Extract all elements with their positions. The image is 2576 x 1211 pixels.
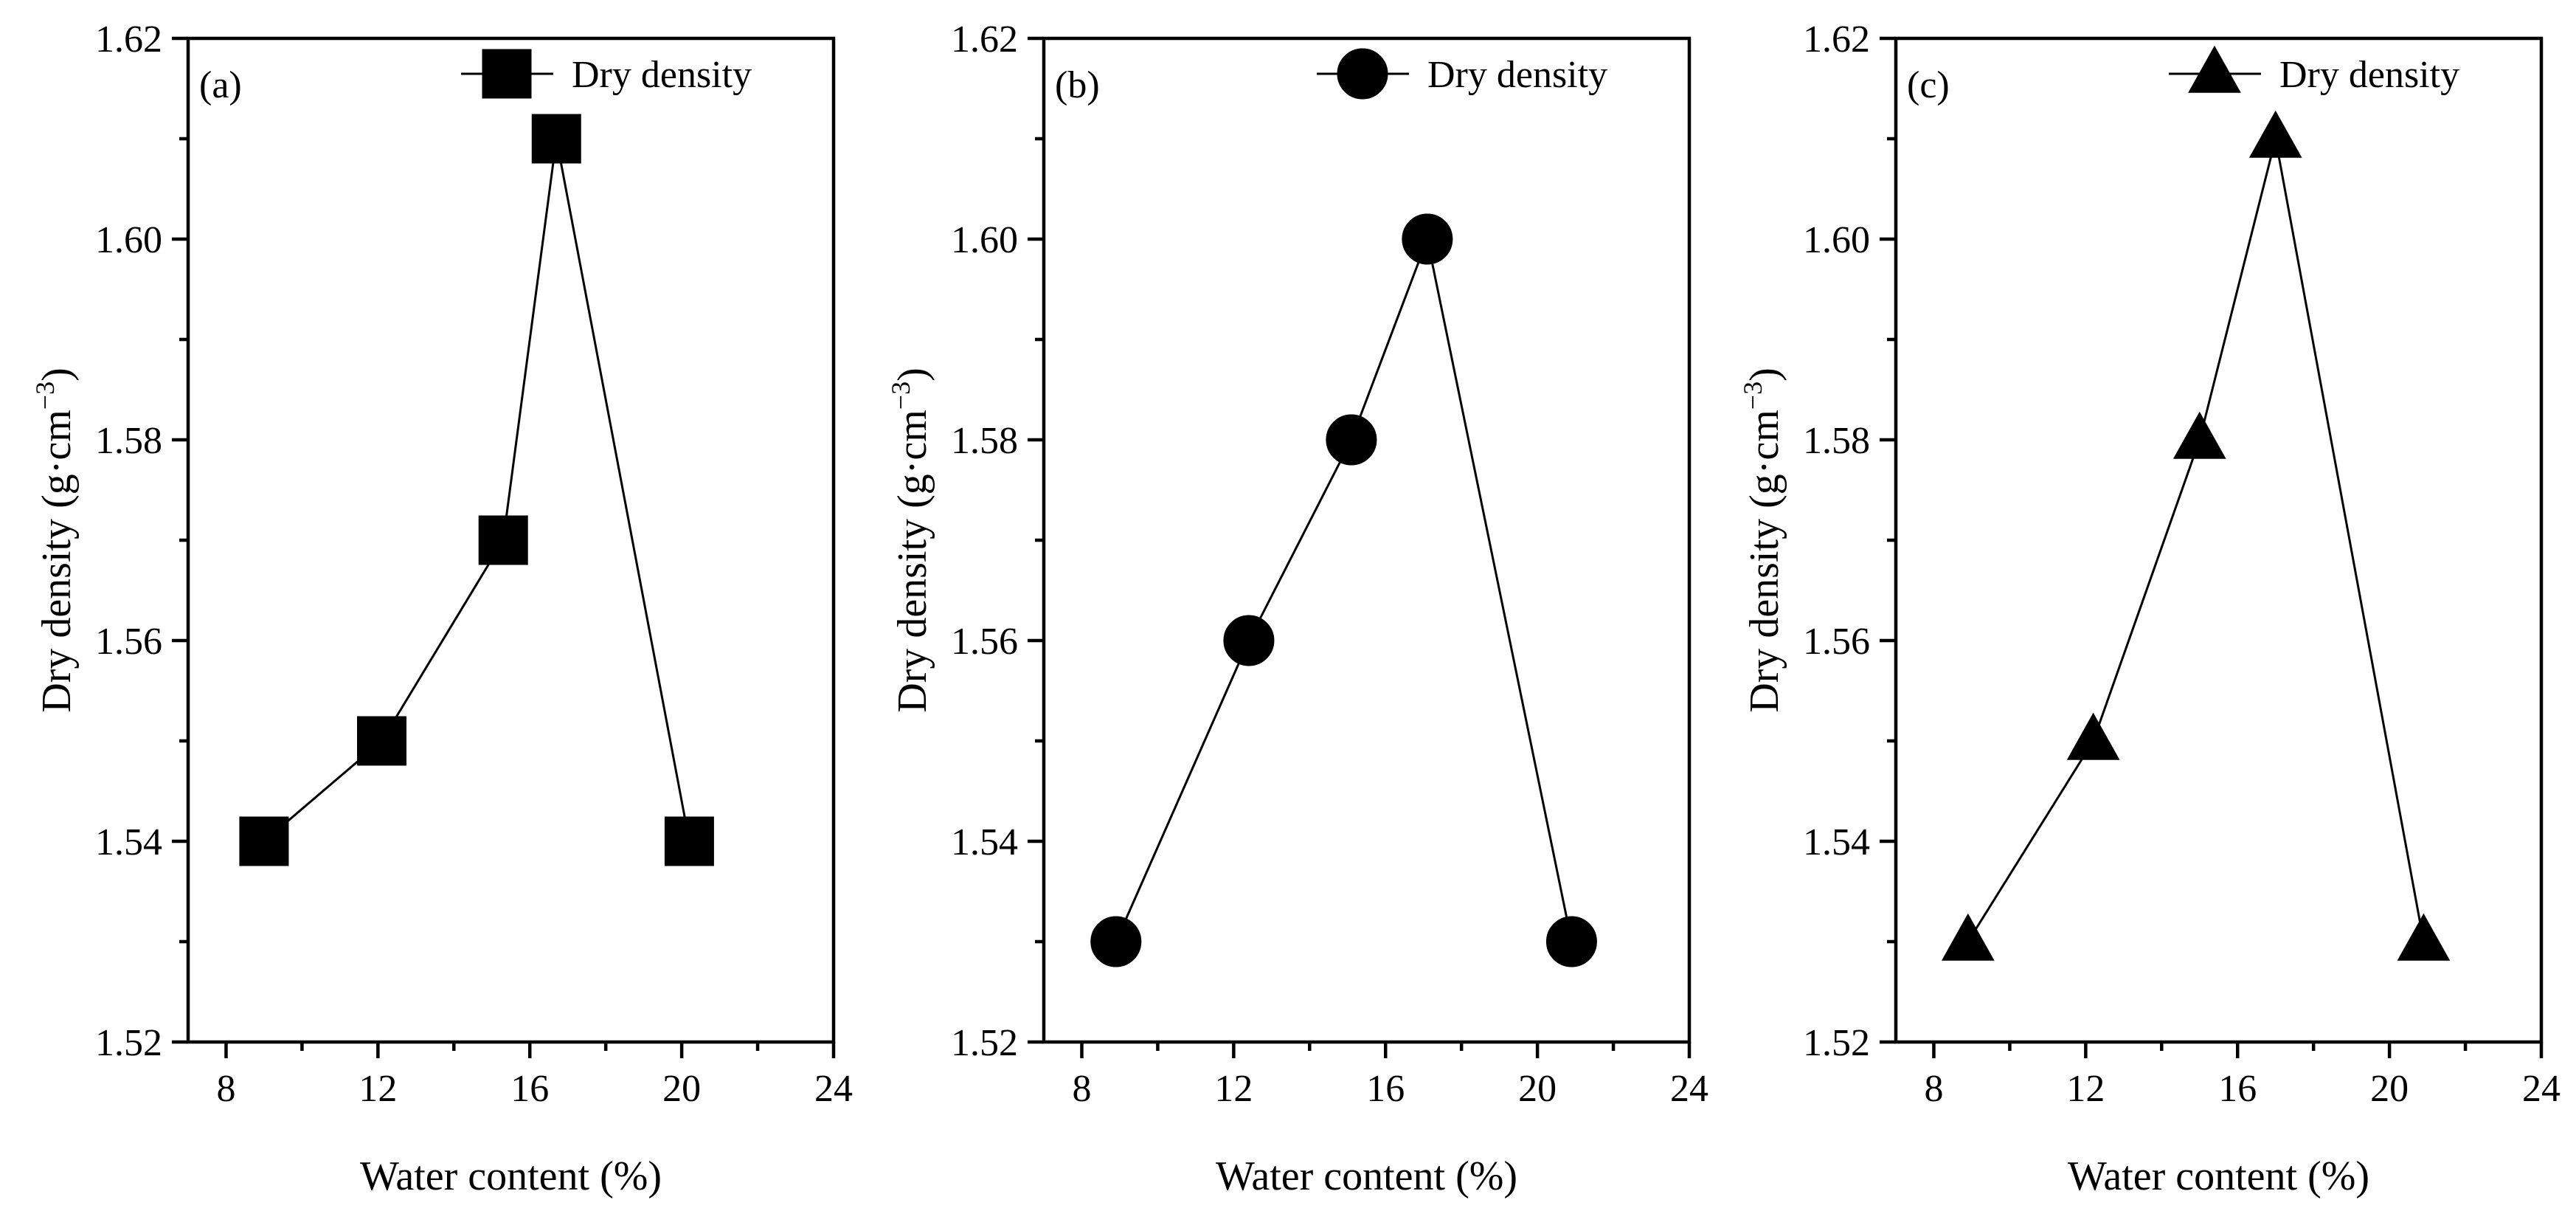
x-axis-title: Water content (%)	[1216, 1153, 1517, 1199]
x-tick-label: 24	[1670, 1068, 1708, 1110]
y-tick-label: 1.60	[1803, 219, 1870, 261]
y-tick-label: 1.52	[95, 1022, 162, 1064]
y-axis-title-superscript: −3	[30, 382, 60, 410]
y-tick-label: 1.54	[95, 821, 162, 863]
y-tick-label: 1.60	[951, 219, 1018, 261]
data-point	[2397, 913, 2451, 961]
data-point	[2066, 712, 2120, 760]
data-point	[2248, 110, 2302, 158]
y-axis-title-superscript: −3	[886, 382, 915, 410]
series-line	[1115, 235, 1573, 942]
panel-label: (a)	[199, 64, 242, 106]
legend-marker	[482, 49, 532, 99]
y-tick-label: 1.56	[951, 621, 1018, 663]
x-tick-label: 16	[510, 1068, 549, 1110]
y-tick-label: 1.56	[95, 621, 162, 663]
panel-label: (b)	[1055, 64, 1100, 106]
y-axis-title-superscript: −3	[1738, 382, 1767, 410]
data-point	[531, 114, 581, 164]
y-tick-label: 1.62	[951, 18, 1018, 61]
y-tick-label: 1.58	[1803, 420, 1870, 462]
y-tick-label: 1.56	[1803, 621, 1870, 663]
y-axis-title: Dry density (g·cm−3)	[30, 368, 80, 713]
x-tick-label: 8	[1072, 1068, 1091, 1110]
y-axis-title-close: )	[1742, 368, 1787, 382]
plot-frame	[1894, 36, 2544, 1044]
y-axis-title-close: )	[34, 368, 80, 382]
data-point	[1545, 916, 1597, 967]
y-tick-label: 1.60	[95, 219, 162, 261]
y-tick-label: 1.58	[95, 420, 162, 462]
x-tick-label: 20	[662, 1068, 701, 1110]
y-tick-label: 1.52	[1803, 1022, 1870, 1064]
x-tick-label: 16	[1366, 1068, 1405, 1110]
x-tick-label: 24	[2522, 1068, 2561, 1110]
x-tick-label: 24	[814, 1068, 853, 1110]
x-tick-label: 20	[2370, 1068, 2409, 1110]
chart-panel-1: 8 12 16 20 24 1.52 1.54 1.56 1.58 1.60 1.62 Water c…	[30, 18, 853, 1199]
y-axis-title-main: Dry density (g·cm	[890, 410, 935, 713]
legend-label: Dry density	[572, 54, 752, 96]
y-tick-label: 1.62	[1803, 18, 1870, 61]
y-tick-label: 1.54	[951, 821, 1018, 863]
plot-frame	[1042, 36, 1692, 1044]
y-axis-title: Dry density (g·cm−3)	[1738, 368, 1787, 713]
data-point	[1941, 913, 1995, 961]
data-point	[2172, 411, 2226, 459]
chart-panel-2: 8 12 16 20 24 1.52 1.54 1.56 1.58 1.60 1.62 Water c…	[886, 18, 1708, 1199]
data-point	[357, 716, 406, 766]
data-point	[239, 816, 289, 866]
data-point	[478, 515, 528, 565]
data-point	[664, 816, 714, 866]
x-tick-label: 12	[1214, 1068, 1253, 1110]
y-axis-title-main: Dry density (g·cm	[1742, 410, 1787, 713]
y-tick-label: 1.62	[95, 18, 162, 61]
y-axis-title-close: )	[890, 368, 935, 382]
data-point	[1326, 414, 1377, 466]
y-tick-label: 1.54	[1803, 821, 1870, 863]
x-tick-label: 12	[2066, 1068, 2105, 1110]
legend-label: Dry density	[1427, 54, 1607, 96]
series-line	[263, 138, 690, 843]
legend-marker	[1337, 48, 1388, 100]
x-tick-label: 16	[2218, 1068, 2257, 1110]
x-tick-label: 20	[1518, 1068, 1557, 1110]
y-tick-label: 1.58	[951, 420, 1018, 462]
y-tick-label: 1.52	[951, 1022, 1018, 1064]
legend-marker	[2188, 45, 2241, 93]
x-tick-label: 8	[1924, 1068, 1943, 1110]
data-point	[1223, 615, 1275, 666]
y-axis-title-main: Dry density (g·cm	[34, 410, 80, 713]
panel-label: (c)	[1907, 64, 1950, 106]
x-axis-title: Water content (%)	[360, 1153, 662, 1199]
series-line	[1967, 138, 2425, 942]
data-point	[1090, 916, 1142, 967]
data-point	[1402, 213, 1453, 265]
x-tick-label: 8	[216, 1068, 235, 1110]
y-axis-title: Dry density (g·cm−3)	[886, 368, 935, 713]
x-tick-label: 12	[359, 1068, 397, 1110]
legend-label: Dry density	[2279, 54, 2459, 96]
x-axis-title: Water content (%)	[2068, 1153, 2369, 1199]
chart-panel-3: 8 12 16 20 24 1.52 1.54 1.56 1.58 1.60 1.62 Water c…	[1738, 18, 2561, 1199]
